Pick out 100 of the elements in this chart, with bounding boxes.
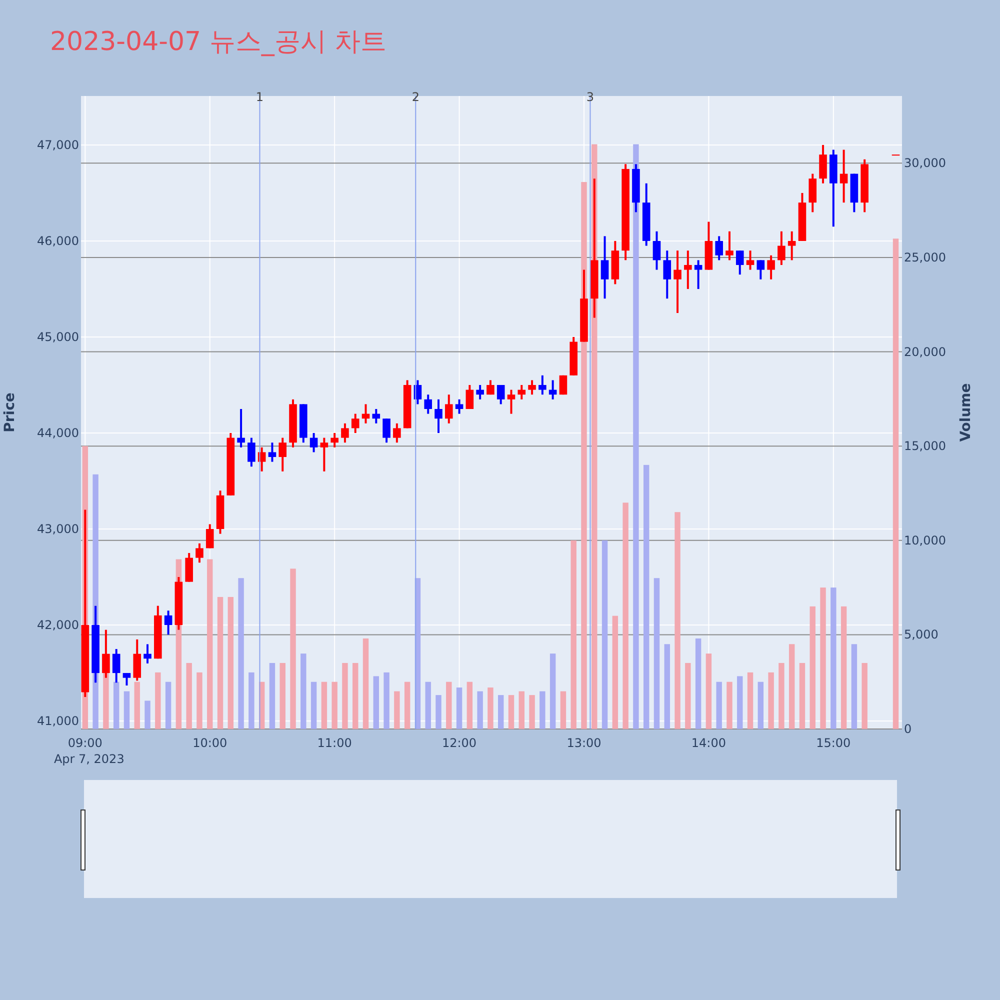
candlestick: [424, 394, 432, 415]
bar: [269, 662, 276, 729]
candlestick: [694, 259, 702, 290]
bar: [300, 654, 306, 729]
bar: [394, 691, 400, 729]
candlestick: [528, 379, 536, 396]
bar: [560, 691, 566, 729]
bar: [207, 559, 213, 729]
bar: [332, 682, 338, 729]
ref-line-label: 3: [586, 90, 594, 104]
bar: [456, 688, 462, 729]
y-axis-title: Price: [2, 392, 18, 432]
x-tick-label: 15:00: [816, 736, 851, 750]
candlestick: [840, 148, 848, 204]
x-tick-label: 10:00: [192, 736, 228, 750]
bar: [747, 672, 754, 729]
bar: [228, 596, 234, 729]
bar: [488, 688, 494, 729]
bar: [830, 588, 836, 729]
bar: [737, 676, 743, 729]
bar: [862, 662, 868, 729]
candlestick: [538, 374, 546, 396]
candlestick: [476, 384, 484, 400]
candlestick: [788, 230, 796, 262]
candlestick: [652, 230, 661, 271]
bar: [238, 578, 244, 729]
bar: [540, 691, 546, 729]
x-tick-label: 12:00: [442, 736, 477, 750]
candlestick: [663, 250, 672, 300]
bar: [446, 682, 452, 729]
bar: [799, 662, 806, 729]
y-tick-label: 41,000: [37, 714, 79, 728]
y2-tick-label: 5,000: [904, 628, 938, 642]
bar: [404, 682, 410, 729]
bar: [155, 672, 161, 729]
candlestick: [278, 436, 287, 472]
x-tick-label: 11:00: [317, 736, 352, 750]
bar: [810, 606, 816, 729]
candlestick: [164, 610, 172, 636]
candlestick: [507, 388, 516, 415]
candlestick: [746, 250, 754, 271]
bar: [518, 691, 524, 729]
chart-title: 2023-04-07 뉴스_공시 차트: [50, 27, 387, 57]
y-tick-label: 43,000: [37, 522, 79, 536]
candlestick: [206, 523, 214, 550]
candlestick: [674, 250, 682, 314]
bar: [217, 596, 224, 729]
bar: [643, 464, 650, 729]
candlestick: [310, 432, 318, 454]
bar: [602, 540, 608, 729]
candlestick: [434, 398, 442, 434]
bar: [280, 662, 286, 729]
candlestick: [341, 422, 349, 444]
candlestick: [684, 250, 692, 290]
bar: [113, 682, 120, 729]
candlestick: [486, 379, 494, 396]
y2-tick-label: 20,000: [904, 344, 946, 359]
bar: [352, 662, 358, 729]
candlestick: [362, 403, 370, 424]
candlestick: [808, 172, 817, 214]
bar: [373, 676, 379, 729]
bar: [124, 691, 130, 729]
candlestick: [351, 412, 360, 434]
bar: [436, 695, 442, 729]
bar: [384, 672, 390, 729]
y-tick-label: 45,000: [37, 330, 79, 344]
bar: [342, 662, 348, 729]
y-tick-label: 42,000: [37, 618, 79, 632]
bar: [654, 578, 660, 729]
bar: [685, 662, 691, 729]
bar: [165, 682, 172, 729]
bar: [196, 672, 202, 729]
candlestick: [382, 418, 390, 444]
bar: [674, 512, 680, 729]
bar: [550, 654, 556, 729]
bar: [498, 695, 504, 729]
bar: [695, 638, 702, 729]
bar: [892, 238, 899, 729]
bar: [851, 644, 858, 729]
candlestick: [496, 384, 505, 406]
candlestick: [455, 398, 464, 415]
candlestick: [726, 230, 734, 262]
bar: [820, 588, 826, 729]
candlestick: [133, 638, 142, 682]
bar: [466, 682, 473, 729]
y2-tick-label: 0: [904, 722, 912, 736]
candlestick: [320, 436, 328, 472]
y-tick-label: 47,000: [37, 138, 79, 152]
bar: [570, 540, 576, 729]
x-tick-label: 09:00 Apr 7, 2023: [54, 736, 124, 766]
bar: [310, 682, 317, 729]
candlestick: [144, 643, 152, 664]
y-tick-label: 46,000: [37, 234, 79, 248]
bar: [477, 691, 483, 729]
candlestick: [600, 235, 609, 300]
candlestick: [466, 384, 474, 410]
candlestick: [736, 250, 744, 276]
bar: [290, 568, 296, 729]
candlestick: [518, 384, 526, 400]
bar: [612, 616, 618, 729]
